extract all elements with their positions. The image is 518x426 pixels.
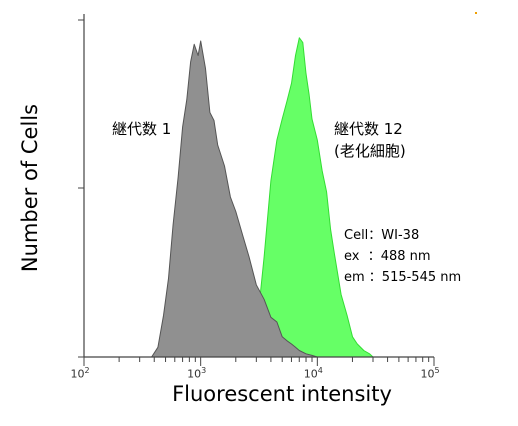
series-area-1 [151, 40, 318, 358]
x-tick-label: 102 [70, 366, 90, 381]
series-label-senescent: (老化細胞) [334, 142, 406, 160]
plot-area [151, 37, 374, 358]
series-label-passage-1: 継代数 1 [112, 120, 172, 138]
x-tick-label: 103 [187, 366, 207, 381]
y-axis-label: Number of Cells [18, 103, 42, 273]
series-label-passage-12: 継代数 12 [334, 120, 403, 138]
axes [78, 14, 435, 366]
excitation-annotation: ex ：488 nm [344, 249, 431, 264]
x-tick-label: 104 [303, 366, 323, 381]
corner-marker [475, 12, 477, 14]
series-area-0 [246, 37, 374, 358]
emission-annotation: em ：515-545 nm [344, 270, 462, 285]
x-tick-label: 105 [420, 366, 440, 381]
x-axis-label: Fluorescent intensity [172, 382, 392, 406]
cell-annotation: Cell：WI-38 [344, 228, 420, 243]
